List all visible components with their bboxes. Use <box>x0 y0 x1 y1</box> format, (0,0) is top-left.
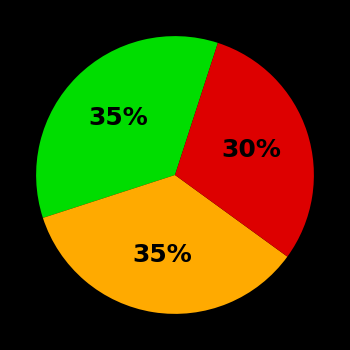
Text: 35%: 35% <box>133 243 192 267</box>
Wedge shape <box>175 43 314 257</box>
Wedge shape <box>43 175 287 314</box>
Wedge shape <box>36 36 218 218</box>
Text: 35%: 35% <box>88 106 148 130</box>
Text: 30%: 30% <box>222 138 281 162</box>
